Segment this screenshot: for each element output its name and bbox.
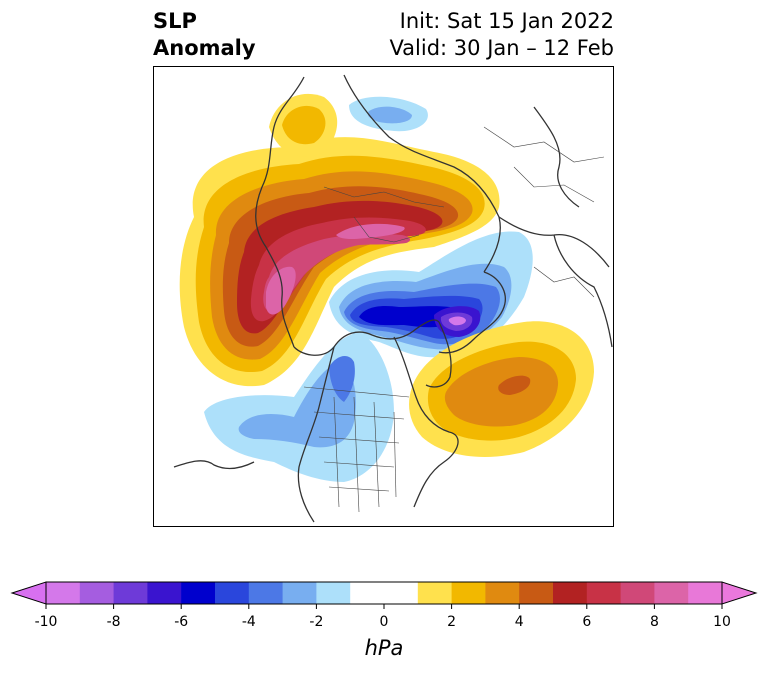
colorbar-segment [147, 582, 182, 604]
valid-period: Valid: 30 Jan – 12 Feb [389, 36, 614, 60]
colorbar-segment [451, 582, 486, 604]
init-date: Init: Sat 15 Jan 2022 [399, 9, 614, 33]
colorbar-segment [113, 582, 148, 604]
colorbar-under-arrow [10, 581, 47, 605]
colorbar-tick-label: -6 [174, 614, 188, 630]
colorbar-tick-label: 10 [713, 614, 731, 630]
colorbar-tick-label: -10 [35, 614, 58, 630]
colorbar-segment [688, 582, 723, 604]
positive-anomaly-north [269, 93, 338, 157]
colorbar-segment [46, 582, 81, 604]
title-anomaly: Anomaly [153, 36, 256, 60]
positive-anomaly-atlantic [409, 321, 594, 457]
colorbar-tick-label: 8 [650, 614, 659, 630]
colorbar-tick-label: -8 [107, 614, 121, 630]
negative-anomaly-namerica [204, 332, 394, 482]
colorbar-tick-label: 6 [582, 614, 591, 630]
title-right: Init: Sat 15 Jan 2022 Valid: 30 Jan – 12… [389, 8, 614, 62]
colorbar-units: hPa [364, 636, 404, 660]
coastlines [173, 74, 613, 523]
colorbar-segment [654, 582, 689, 604]
negative-anomaly-top [349, 96, 428, 132]
colorbar: -10 -8 -6 -4 -2 0 2 4 6 8 10 [10, 581, 758, 630]
colorbar-tick-label: -4 [242, 614, 256, 630]
colorbar-segment [215, 582, 250, 604]
colorbar-segment [519, 582, 554, 604]
colorbar-segment [553, 582, 588, 604]
title-variable: SLP [153, 9, 197, 33]
map-panel [153, 66, 614, 527]
colorbar-segment [350, 582, 385, 604]
colorbar-segment [586, 582, 622, 604]
negative-anomaly-arctic [329, 231, 533, 358]
colorbar-segment [282, 582, 317, 604]
colorbar-segment [181, 582, 216, 604]
colorbar-tick-label: 2 [447, 614, 456, 630]
colorbar-segment [316, 582, 351, 604]
colorbar-segment [248, 582, 284, 604]
title-left: SLP Anomaly [153, 8, 256, 62]
anomaly-map [173, 74, 613, 523]
colorbar-tick-label: 4 [515, 614, 524, 630]
colorbar-tick-label: 0 [380, 614, 389, 630]
colorbar-segment [384, 582, 419, 604]
colorbar-segment [620, 582, 655, 604]
colorbar-segment [79, 582, 115, 604]
colorbar-tick-label: -2 [309, 614, 323, 630]
colorbar-segment [417, 582, 453, 604]
colorbar-segment [485, 582, 520, 604]
colorbar-over-arrow [721, 581, 758, 605]
country-borders [303, 126, 605, 513]
